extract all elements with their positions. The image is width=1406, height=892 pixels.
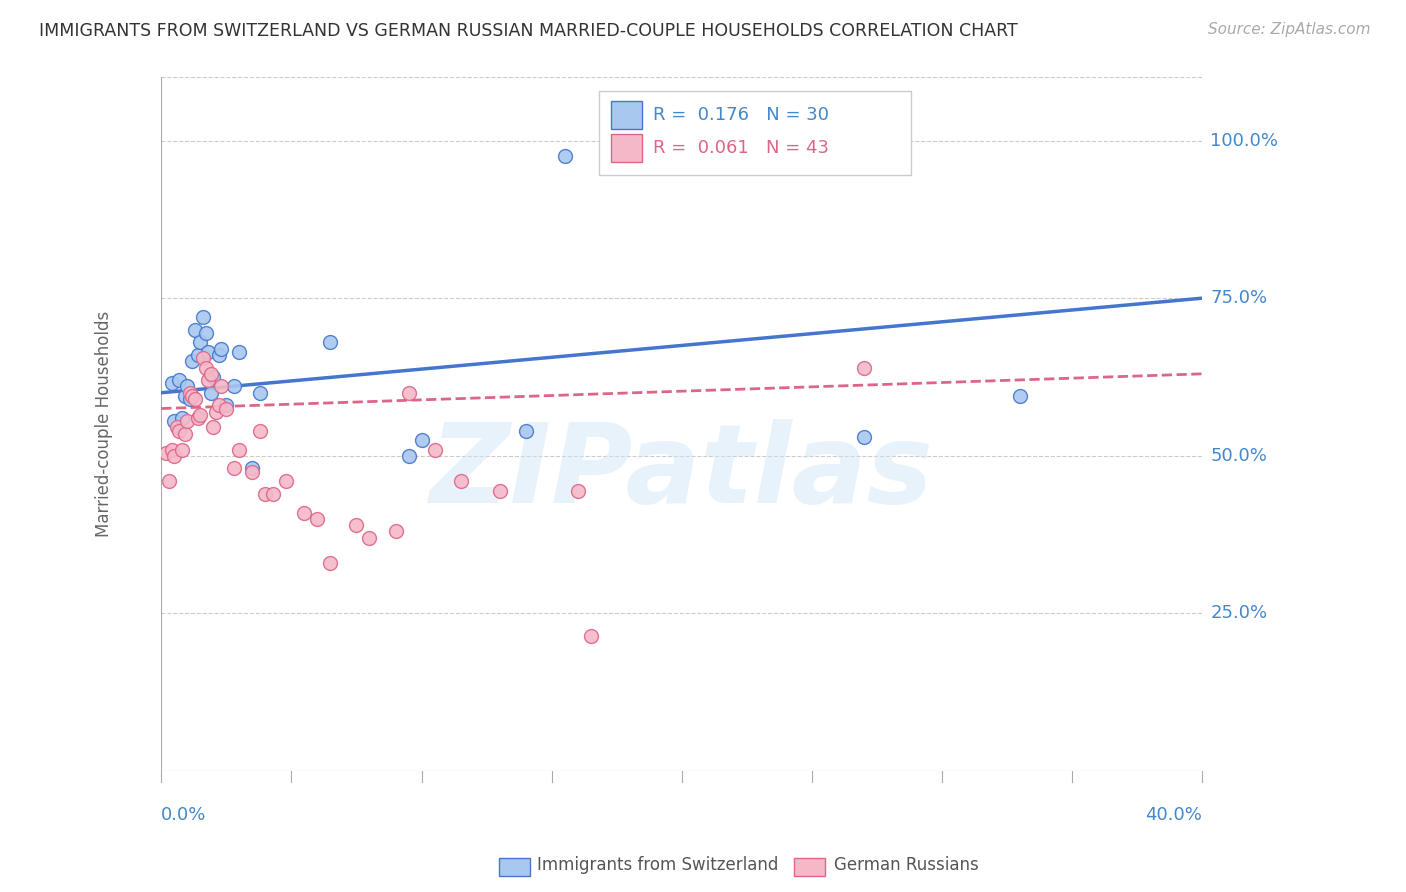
Text: R =  0.061   N = 43: R = 0.061 N = 43	[652, 139, 828, 157]
Point	[157, 474, 180, 488]
Point	[228, 344, 250, 359]
Bar	[612, 101, 643, 128]
Text: 50.0%: 50.0%	[1211, 447, 1267, 465]
Text: R =  0.176   N = 30: R = 0.176 N = 30	[652, 106, 828, 124]
Point	[173, 426, 195, 441]
Point	[207, 398, 229, 412]
Point	[191, 310, 214, 324]
Text: Immigrants from Switzerland: Immigrants from Switzerland	[537, 856, 779, 874]
Point	[853, 430, 876, 444]
Point	[163, 449, 186, 463]
Point	[423, 442, 446, 457]
Point	[398, 385, 420, 400]
Point	[240, 465, 263, 479]
Text: German Russians: German Russians	[834, 856, 979, 874]
Point	[228, 442, 250, 457]
Text: Married-couple Households: Married-couple Households	[96, 311, 112, 537]
Point	[200, 385, 222, 400]
Point	[194, 326, 217, 340]
Point	[249, 424, 271, 438]
Point	[191, 351, 214, 365]
Point	[163, 414, 186, 428]
Point	[853, 360, 876, 375]
FancyBboxPatch shape	[599, 91, 911, 175]
Point	[224, 461, 246, 475]
Text: 40.0%: 40.0%	[1146, 805, 1202, 824]
Point	[169, 373, 191, 387]
Point	[176, 414, 198, 428]
Text: Source: ZipAtlas.com: Source: ZipAtlas.com	[1208, 22, 1371, 37]
Text: 0.0%: 0.0%	[162, 805, 207, 824]
Point	[319, 556, 342, 570]
Text: ZIPatlas: ZIPatlas	[430, 419, 934, 526]
Point	[240, 461, 263, 475]
Point	[224, 379, 246, 393]
Point	[184, 323, 207, 337]
Point	[166, 420, 188, 434]
Point	[515, 424, 537, 438]
Point	[172, 411, 194, 425]
Point	[276, 474, 298, 488]
Point	[205, 405, 228, 419]
Point	[169, 424, 191, 438]
Point	[155, 445, 177, 459]
Point	[202, 370, 225, 384]
Point	[176, 379, 198, 393]
Point	[307, 512, 329, 526]
Text: 25.0%: 25.0%	[1211, 605, 1267, 623]
Text: 75.0%: 75.0%	[1211, 289, 1267, 307]
Text: IMMIGRANTS FROM SWITZERLAND VS GERMAN RUSSIAN MARRIED-COUPLE HOUSEHOLDS CORRELAT: IMMIGRANTS FROM SWITZERLAND VS GERMAN RU…	[39, 22, 1018, 40]
Point	[254, 486, 277, 500]
Bar	[612, 135, 643, 162]
Point	[197, 373, 219, 387]
Point	[197, 344, 219, 359]
Point	[359, 531, 381, 545]
Text: 100.0%: 100.0%	[1211, 131, 1278, 150]
Point	[209, 342, 232, 356]
Point	[567, 483, 589, 498]
Point	[173, 389, 195, 403]
Point	[579, 629, 602, 643]
Point	[160, 376, 183, 391]
Point	[398, 449, 420, 463]
Point	[194, 360, 217, 375]
Point	[179, 392, 201, 406]
Point	[215, 398, 238, 412]
Point	[209, 379, 232, 393]
Point	[179, 385, 201, 400]
Point	[160, 442, 183, 457]
Point	[184, 392, 207, 406]
Point	[187, 348, 209, 362]
Point	[181, 354, 204, 368]
Point	[200, 367, 222, 381]
Point	[346, 518, 368, 533]
Point	[294, 506, 316, 520]
Point	[488, 483, 510, 498]
Point	[262, 486, 284, 500]
Point	[172, 442, 194, 457]
Point	[249, 385, 271, 400]
Point	[1010, 389, 1032, 403]
Point	[215, 401, 238, 416]
Point	[202, 420, 225, 434]
Point	[384, 524, 406, 539]
Point	[554, 149, 576, 163]
Point	[450, 474, 472, 488]
Point	[181, 389, 204, 403]
Point	[188, 335, 211, 350]
Point	[411, 433, 433, 447]
Point	[319, 335, 342, 350]
Point	[188, 408, 211, 422]
Point	[207, 348, 229, 362]
Point	[187, 411, 209, 425]
